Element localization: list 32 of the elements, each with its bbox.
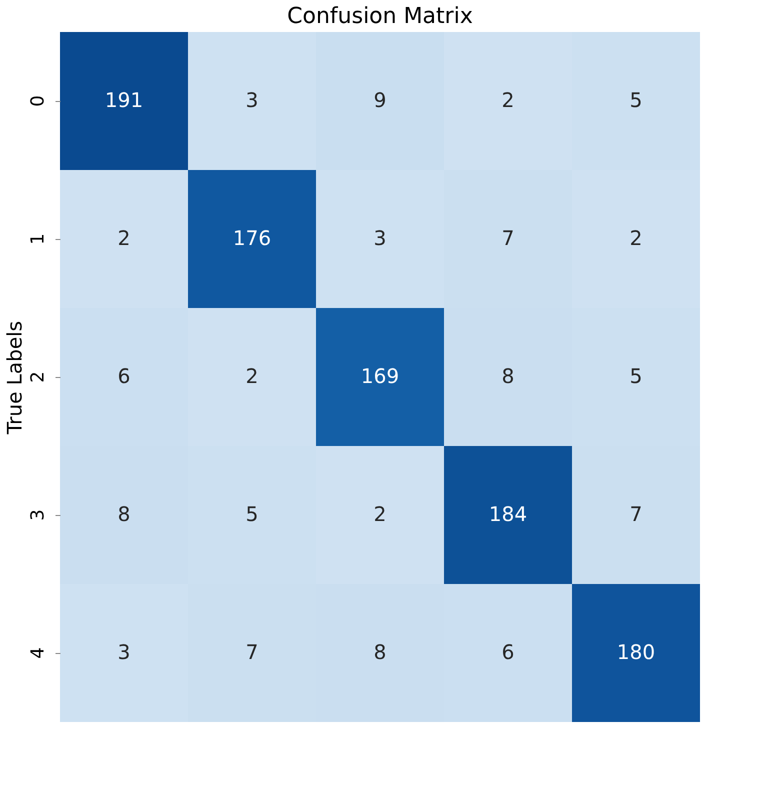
data-label: 5 [630, 88, 642, 112]
y-tick-label: 1 [28, 233, 48, 245]
y-tick-label: 3 [28, 509, 48, 521]
data-label: 191 [104, 88, 144, 112]
data-label: 9 [374, 88, 386, 112]
data-label: 180 [616, 640, 656, 664]
y-tick-label: 2 [28, 371, 48, 383]
chart-title: Confusion Matrix [287, 4, 473, 29]
data-label: 169 [360, 364, 400, 388]
data-label: 7 [246, 640, 258, 664]
data-label: 3 [374, 226, 386, 250]
data-label: 2 [118, 226, 130, 250]
data-label: 7 [502, 226, 514, 250]
data-label: 8 [374, 640, 386, 664]
data-label: 2 [630, 226, 642, 250]
data-label: 7 [630, 502, 642, 526]
y-axis-title: True Labels [2, 320, 26, 436]
data-label: 184 [488, 502, 528, 526]
data-label: 3 [246, 88, 258, 112]
data-label: 2 [374, 502, 386, 526]
y-tick-label: 4 [28, 647, 48, 659]
data-label: 176 [232, 226, 272, 250]
y-tick-label: 0 [28, 95, 48, 107]
data-label: 5 [246, 502, 258, 526]
data-label: 3 [118, 640, 130, 664]
data-label: 5 [630, 364, 642, 388]
data-label: 8 [118, 502, 130, 526]
data-label: 2 [502, 88, 514, 112]
data-label: 6 [118, 364, 130, 388]
data-label: 6 [502, 640, 514, 664]
data-label: 2 [246, 364, 258, 388]
data-label: 8 [502, 364, 514, 388]
